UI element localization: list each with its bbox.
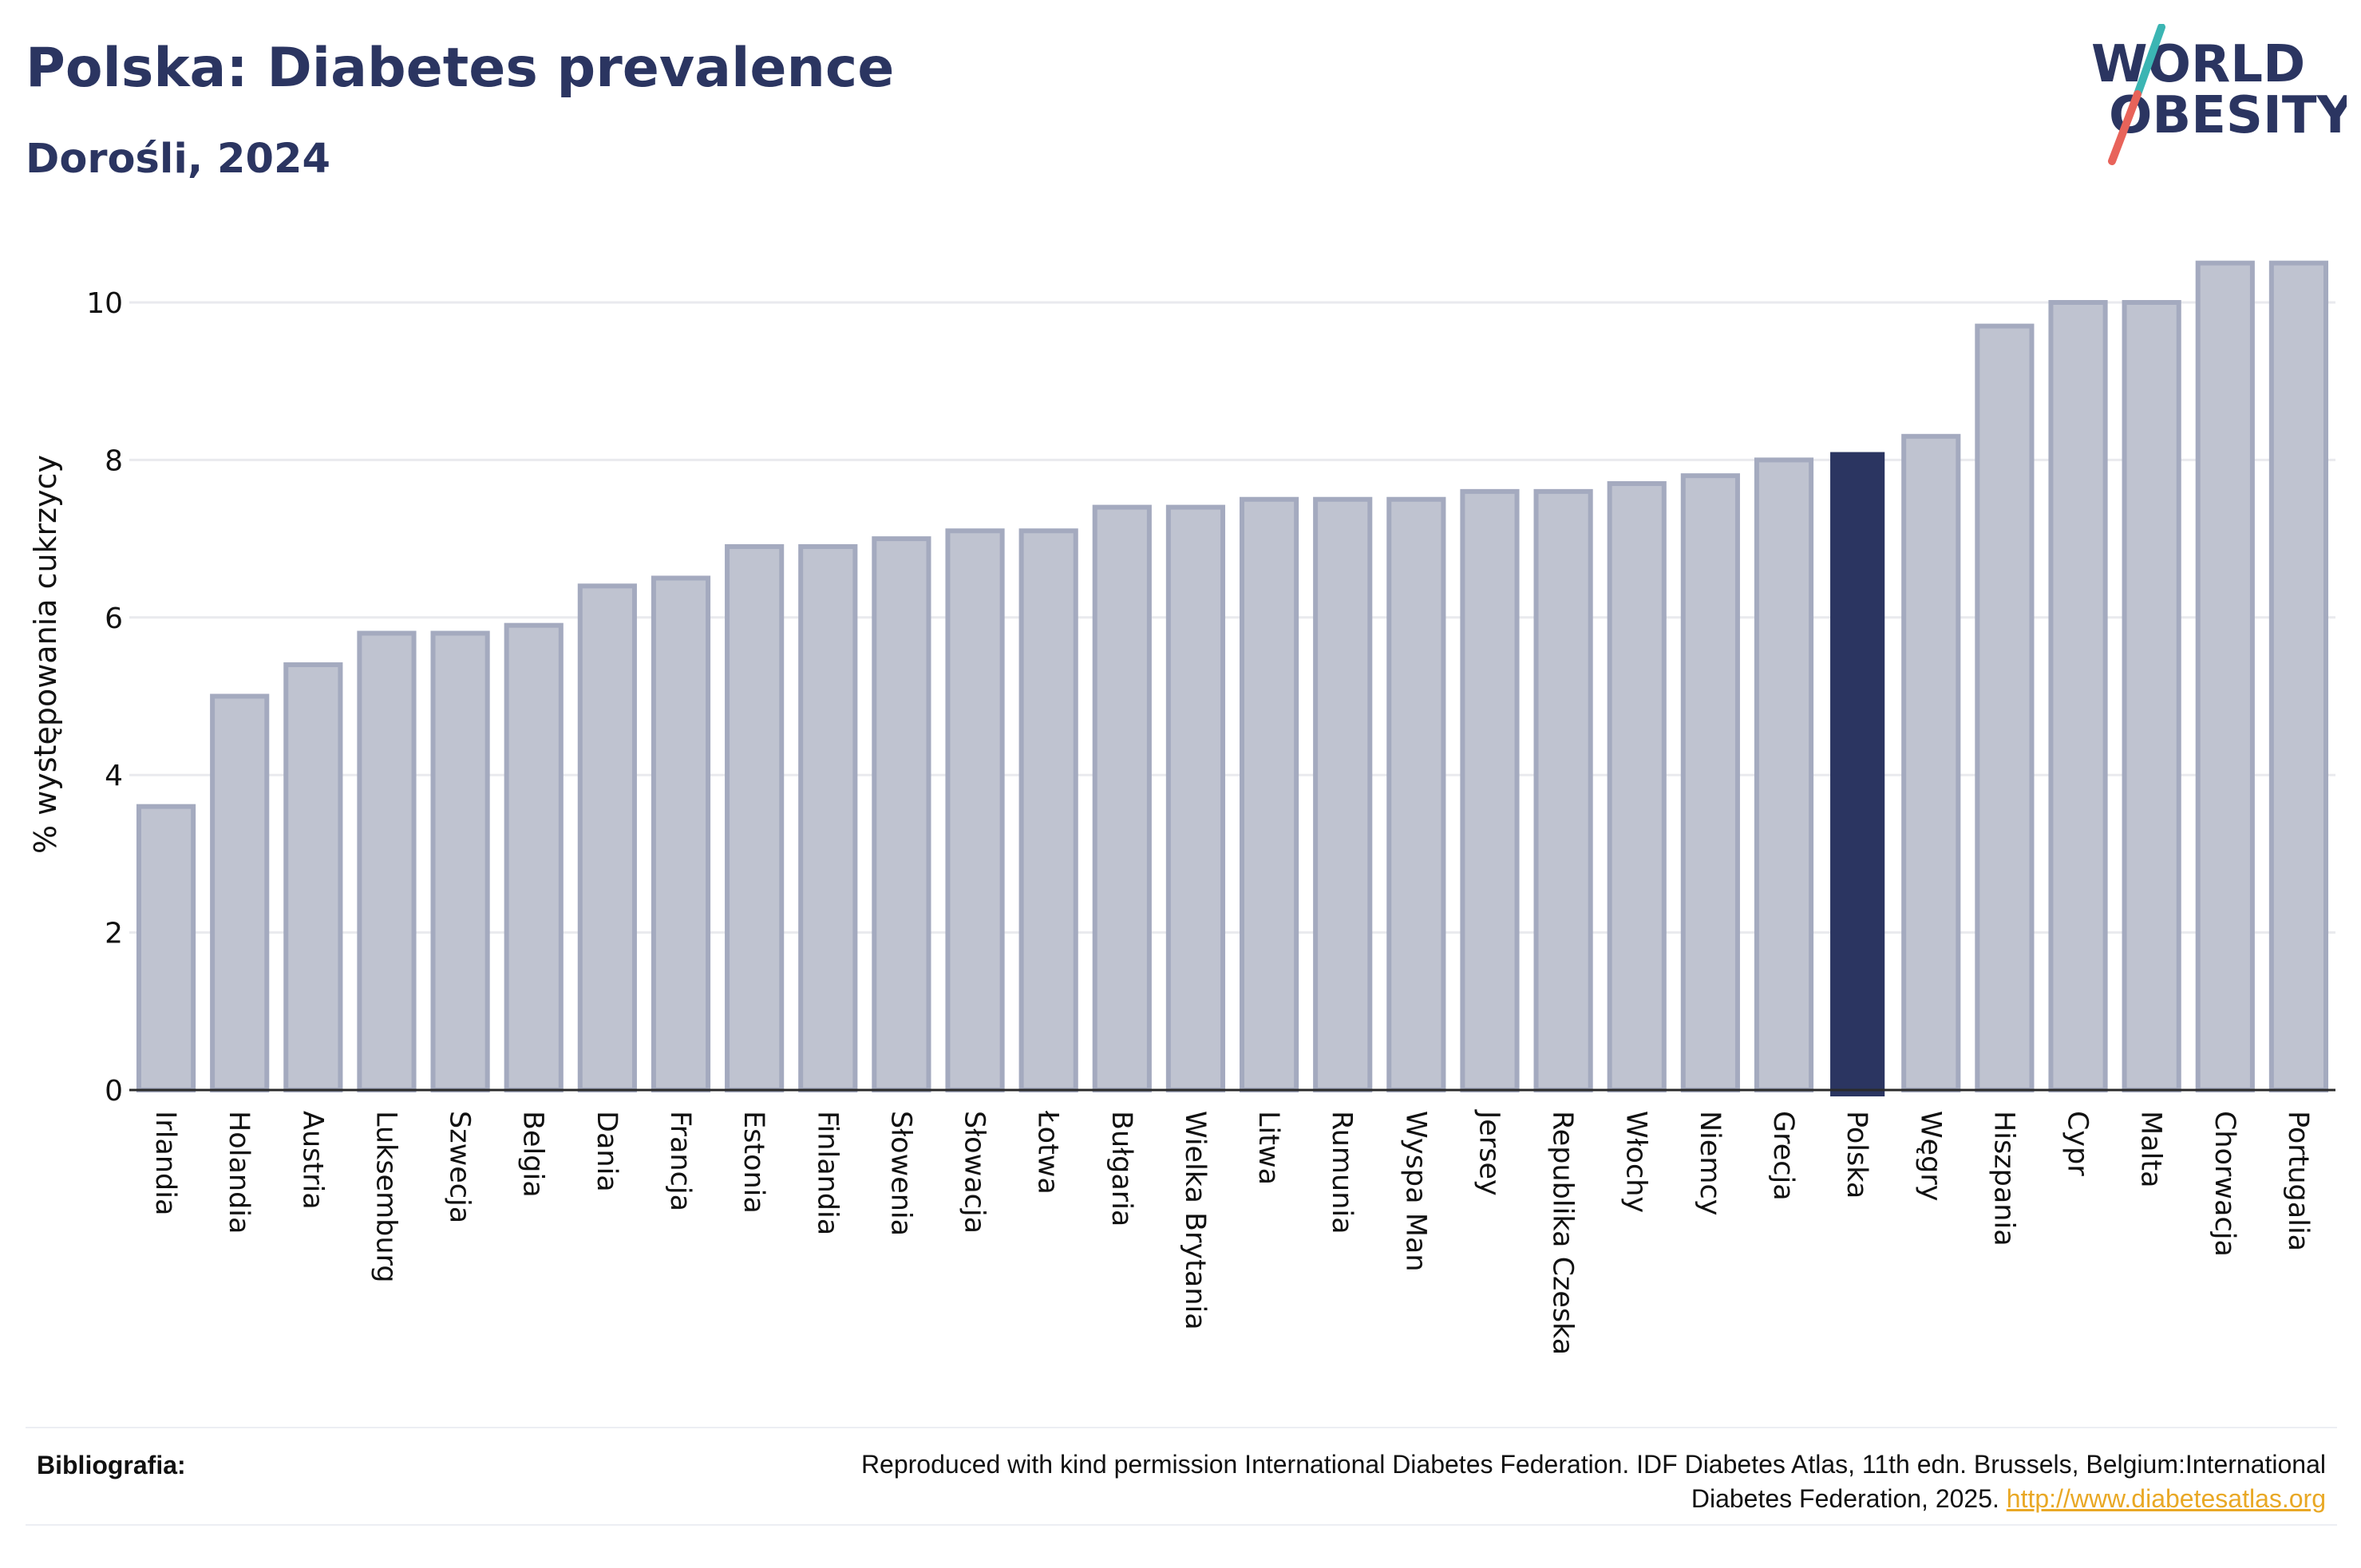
bibliography-text: Reproduced with kind permission Internat… [570,1448,2326,1516]
bar-rumunia [1313,496,1373,1092]
x-tick-label: Jersey [1473,1109,1505,1196]
y-tick-label: 2 [105,918,123,950]
x-tick-label: Litwa [1252,1111,1284,1185]
x-tick-label: Irlandia [149,1111,181,1215]
x-tick-label: Wyspa Man [1399,1111,1431,1272]
x-tick-label: Portugalia [2282,1111,2314,1251]
chart-subtitle: Dorośli, 2024 [26,136,330,183]
x-tick-label: Austria [296,1111,328,1210]
y-axis-ticks: 0 2 4 6 8 10 [86,287,123,1108]
x-tick-label: Niemcy [1694,1111,1726,1216]
bibliography-line1: Reproduced with kind permission Internat… [860,1450,2326,1479]
bar-włochy [1607,481,1667,1092]
chart-title: Polska: Diabetes prevalence [26,37,895,100]
bar-łotwa [1018,528,1078,1092]
x-tick-label: Łotwa [1032,1110,1064,1195]
logo-line-obesity: OBESITY [2109,86,2347,145]
bar-cypr [2048,300,2108,1092]
x-tick-label: Republika Czeska [1547,1111,1579,1355]
bar-luksemburg [357,630,417,1092]
y-tick-label: 10 [86,287,123,320]
x-tick-label: Cypr [2062,1111,2094,1176]
x-tick-label: Włochy [1620,1111,1652,1213]
y-tick-label: 0 [105,1075,123,1108]
x-tick-label: Dania [591,1111,623,1192]
x-tick-label: Malta [2135,1111,2167,1188]
bar-malta [2122,300,2181,1092]
x-tick-label: Holandia [223,1111,255,1234]
y-tick-label: 8 [105,444,123,477]
logo-slash-teal [2134,24,2165,98]
x-tick-label: Estonia [738,1111,769,1214]
x-tick-label: Belgia [517,1111,549,1198]
bar-jersey [1460,488,1520,1092]
bar-chart: 0 2 4 6 8 10 Irlandia Holandia Austria Luksembur… [28,260,2335,1355]
bar-szwecja [430,630,490,1092]
bar-bułgaria [1092,504,1152,1092]
x-tick-label: Słowenia [884,1111,916,1236]
bar-belgia [504,622,564,1092]
x-tick-label: Luksemburg [370,1111,401,1283]
bar-francja [651,575,711,1092]
bar-węgry [1901,433,1961,1092]
bibliography-label: Bibliografia: [37,1451,186,1479]
x-axis-labels: Irlandia Holandia Austria Luksemburg Szwecja… [149,1109,2314,1355]
bar-wielka-brytania [1165,504,1226,1092]
x-tick-label: Bułgaria [1105,1111,1137,1226]
x-tick-label: Szwecja [444,1111,476,1223]
y-axis-label: % występowania cukrzycy [28,455,63,854]
bar-wyspa-man [1386,496,1446,1092]
bibliography-line2: Diabetes Federation, 2025. [1691,1484,2007,1513]
world-obesity-logo: WORLD OBESITY [2091,24,2347,165]
x-tick-label: Grecja [1767,1111,1799,1201]
x-tick-label: Wielka Brytania [1179,1111,1211,1330]
x-tick-label: Francja [664,1111,696,1211]
x-tick-label: Chorwacja [2209,1111,2240,1257]
y-tick-label: 4 [105,760,123,792]
bar-finlandia [798,543,858,1092]
x-tick-label: Węgry [1914,1111,1946,1201]
bar-irlandia [136,804,196,1092]
footer-rule-top [26,1427,2337,1428]
bar-dania [577,583,637,1092]
bar-holandia [210,693,270,1092]
x-tick-label: Finlandia [811,1111,843,1235]
y-tick-label: 6 [105,602,123,635]
x-tick-label: Hiszpania [1987,1111,2019,1246]
bar-niemcy [1680,473,1740,1092]
bar-chorwacja [2195,260,2255,1092]
bar-grecja [1754,457,1814,1092]
bar-słowenia [872,536,931,1092]
bar-litwa [1239,496,1299,1092]
x-tick-label: Polska [1841,1111,1873,1199]
bars [136,260,2329,1096]
footer-rule-bottom [26,1524,2337,1526]
x-tick-label: Rumunia [1326,1111,1358,1234]
bar-estonia [725,543,785,1092]
bar-republika-czeska [1533,488,1593,1092]
bibliography-link[interactable]: http://www.diabetesatlas.org [2006,1484,2326,1513]
bar-słowacja [945,528,1005,1092]
bar-polska [1830,452,1885,1096]
bar-portugalia [2268,260,2329,1092]
bar-hiszpania [1975,323,2035,1092]
logo-slash-coral [2108,90,2142,165]
x-tick-label: Słowacja [959,1111,991,1234]
bar-austria [283,662,343,1092]
logo-line-world: WORLD [2091,35,2305,94]
grid-lines [129,301,2335,934]
